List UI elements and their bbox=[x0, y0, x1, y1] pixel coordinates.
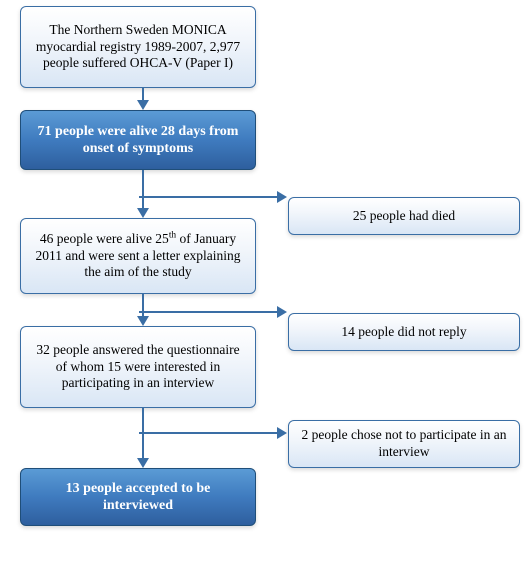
arrow-down-1 bbox=[137, 88, 149, 110]
side-box-chose-not: 2 people chose not to participate in an … bbox=[288, 420, 520, 468]
flow-box-questionnaire: 32 people answered the questionnaire of … bbox=[20, 326, 256, 408]
arrow-down-2 bbox=[137, 170, 149, 218]
arrow-right-3 bbox=[139, 432, 277, 434]
box3-pre: 46 people were alive 25 bbox=[40, 231, 169, 246]
arrow-right-1 bbox=[139, 196, 277, 198]
flow-box-registry: The Northern Sweden MONICA myocardial re… bbox=[20, 6, 256, 88]
flow-box-letter-sent: 46 people were alive 25th of January 201… bbox=[20, 218, 256, 294]
side-box-died-text: 25 people had died bbox=[353, 208, 455, 225]
arrow-down-4 bbox=[137, 408, 149, 468]
side-box-chose-not-text: 2 people chose not to participate in an … bbox=[299, 427, 509, 461]
side-box-no-reply: 14 people did not reply bbox=[288, 313, 520, 351]
flow-box-interviewed: 13 people accepted to be interviewed bbox=[20, 468, 256, 526]
side-box-died: 25 people had died bbox=[288, 197, 520, 235]
flow-box-letter-sent-text: 46 people were alive 25th of January 201… bbox=[31, 231, 245, 282]
flow-box-interviewed-text: 13 people accepted to be interviewed bbox=[31, 480, 245, 515]
flow-box-questionnaire-text: 32 people answered the questionnaire of … bbox=[31, 342, 245, 393]
flow-box-alive-28days-text: 71 people were alive 28 days from onset … bbox=[31, 123, 245, 158]
arrow-down-3 bbox=[137, 294, 149, 326]
flow-box-registry-text: The Northern Sweden MONICA myocardial re… bbox=[31, 22, 245, 73]
arrow-right-2 bbox=[139, 311, 277, 313]
side-box-no-reply-text: 14 people did not reply bbox=[341, 324, 466, 341]
flow-box-alive-28days: 71 people were alive 28 days from onset … bbox=[20, 110, 256, 170]
